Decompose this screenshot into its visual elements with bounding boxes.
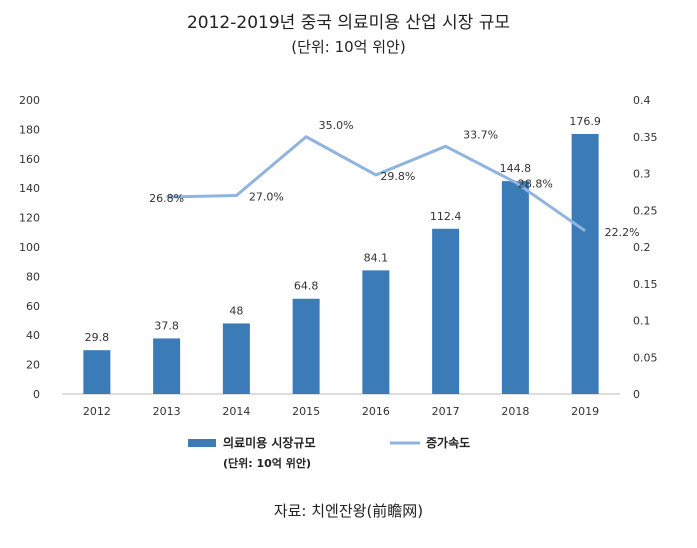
growth-line-series <box>166 135 586 233</box>
left-tick-label: 120 <box>19 212 40 225</box>
bar-label: 112.4 <box>430 210 462 223</box>
right-tick-label: 0.15 <box>633 278 658 291</box>
bar-label: 144.8 <box>500 162 532 175</box>
legend: 의료미용 시장규모 (단위: 10억 위안) 증가속도 <box>188 435 470 470</box>
bar-label: 48 <box>229 304 243 317</box>
bar-label: 29.8 <box>85 331 110 344</box>
right-tick-label: 0.2 <box>633 241 651 254</box>
x-tick-label: 2013 <box>153 405 181 418</box>
bar-2018 <box>501 181 529 394</box>
right-tick-label: 0.25 <box>633 204 658 217</box>
bar-2012 <box>83 350 111 394</box>
right-tick-label: 0.35 <box>633 131 658 144</box>
left-tick-label: 200 <box>19 94 40 107</box>
right-tick-label: 0 <box>633 388 640 401</box>
left-tick-label: 40 <box>26 329 40 342</box>
x-tick-label: 2019 <box>571 405 599 418</box>
x-tick-label: 2012 <box>83 405 111 418</box>
right-tick-label: 0.3 <box>633 168 651 181</box>
bar-2014 <box>222 323 250 394</box>
chart-title: 2012-2019년 중국 의료미용 산업 시장 규모 <box>186 13 510 33</box>
bar-2019 <box>571 133 599 394</box>
right-tick-label: 0.4 <box>633 94 651 107</box>
right-axis-ticks: 0 0.05 0.1 0.15 0.2 0.25 0.3 0.35 0.4 <box>633 94 658 401</box>
bar-series <box>83 133 599 394</box>
left-axis-ticks: 0 20 40 60 80 100 120 140 160 180 200 <box>19 94 40 401</box>
left-tick-label: 180 <box>19 123 40 136</box>
bar-label: 176.9 <box>569 115 601 128</box>
growth-line <box>166 135 586 233</box>
x-tick-label: 2014 <box>222 405 250 418</box>
x-tick-label: 2017 <box>432 405 460 418</box>
left-tick-label: 0 <box>33 388 40 401</box>
growth-label: 28.8% <box>518 177 553 190</box>
left-tick-label: 140 <box>19 182 40 195</box>
growth-label: 35.0% <box>319 119 354 132</box>
right-tick-label: 0.05 <box>633 351 658 364</box>
legend-bar-swatch <box>188 439 216 447</box>
bar-labels: 29.8 37.8 48 64.8 84.1 112.4 144.8 176.9 <box>85 115 601 344</box>
left-tick-label: 60 <box>26 300 40 313</box>
left-tick-label: 20 <box>26 359 40 372</box>
growth-label: 22.2% <box>605 226 640 239</box>
bar-label: 64.8 <box>294 280 319 293</box>
right-tick-label: 0.1 <box>633 315 651 328</box>
x-axis-ticks: 2012 2013 2014 2015 2016 2017 2018 2019 <box>83 405 599 418</box>
growth-label: 33.7% <box>463 128 498 141</box>
bar-2017 <box>432 228 460 394</box>
left-tick-label: 160 <box>19 153 40 166</box>
legend-bar-label: 의료미용 시장규모 <box>223 435 316 450</box>
left-tick-label: 80 <box>26 270 40 283</box>
growth-label: 29.8% <box>380 170 415 183</box>
x-tick-label: 2018 <box>501 405 529 418</box>
bar-2016 <box>362 270 390 394</box>
x-tick-label: 2016 <box>362 405 390 418</box>
legend-bar-unit: (단위: 10억 위안) <box>223 456 311 470</box>
chart: 0 20 40 60 80 100 120 140 160 180 200 0 0.05 0.1 0.15… <box>19 94 658 470</box>
bar-2015 <box>292 298 320 394</box>
bar-2013 <box>153 338 181 394</box>
left-tick-label: 100 <box>19 241 40 254</box>
growth-label: 26.8% <box>149 192 184 205</box>
bar-label: 37.8 <box>154 319 179 332</box>
x-tick-label: 2015 <box>292 405 320 418</box>
growth-labels: 26.8% 27.0% 35.0% 29.8% 33.7% 28.8% 22.2% <box>149 119 639 239</box>
bar-label: 84.1 <box>364 251 389 264</box>
source-note: 자료: 치엔잔왕(前瞻网) <box>273 502 424 520</box>
chart-subtitle: (단위: 10억 위안) <box>291 38 406 56</box>
growth-label: 27.0% <box>249 191 284 204</box>
legend-line-label: 증가속도 <box>426 435 470 450</box>
